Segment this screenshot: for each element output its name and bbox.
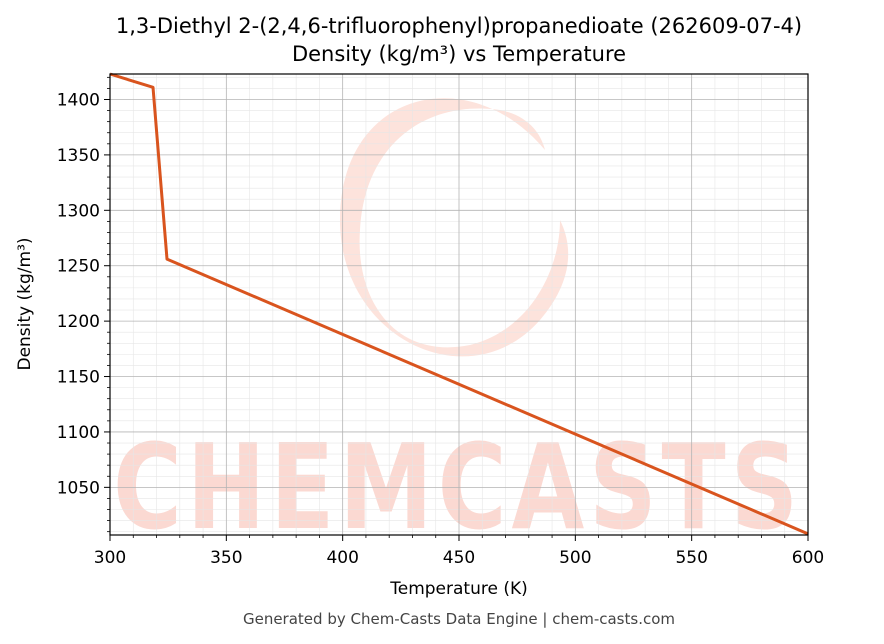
density-series-line <box>109 72 809 536</box>
y-axis-label: Density (kg/m³) <box>15 237 35 370</box>
chart-title: 1,3-Diethyl 2-(2,4,6-trifluorophenyl)pro… <box>116 14 802 38</box>
x-tick-label: 500 <box>559 548 591 568</box>
y-tick-label: 1350 <box>57 146 100 166</box>
y-tick-label: 1250 <box>57 257 100 277</box>
y-tick-label: 1200 <box>57 312 100 332</box>
footer-credit: Generated by Chem-Casts Data Engine | ch… <box>243 610 675 628</box>
y-tick-label: 1300 <box>57 201 100 221</box>
x-axis-label: Temperature (K) <box>389 579 528 599</box>
y-tick-label: 1100 <box>57 423 100 443</box>
y-axis: 1050 1100 1150 1200 1250 1300 1350 1400 <box>57 76 110 533</box>
y-tick-label: 1400 <box>57 90 100 110</box>
watermark-swirl <box>340 98 569 357</box>
y-tick-label: 1050 <box>57 478 100 498</box>
x-tick-label: 450 <box>443 548 475 568</box>
series-layer <box>109 72 809 536</box>
x-tick-label: 550 <box>675 548 707 568</box>
x-tick-label: 600 <box>792 548 824 568</box>
x-axis: 300 350 400 450 500 550 600 <box>94 535 824 568</box>
y-tick-label: 1150 <box>57 368 100 388</box>
x-tick-label: 400 <box>326 548 358 568</box>
x-tick-label: 350 <box>210 548 242 568</box>
x-tick-label: 300 <box>94 548 126 568</box>
chart-subtitle: Density (kg/m³) vs Temperature <box>292 42 626 66</box>
